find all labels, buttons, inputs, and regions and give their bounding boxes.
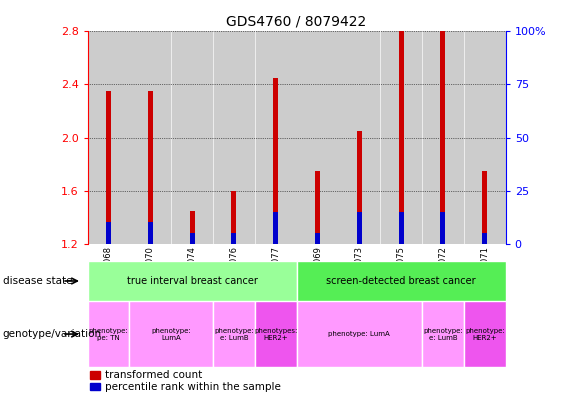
Bar bbox=[357, 131, 362, 244]
Text: disease state: disease state bbox=[3, 276, 72, 286]
Bar bbox=[88, 261, 297, 301]
Bar bbox=[88, 301, 129, 367]
Bar bbox=[273, 212, 278, 244]
Bar bbox=[315, 171, 320, 244]
Text: phenotypes:
HER2+: phenotypes: HER2+ bbox=[254, 327, 297, 341]
Bar bbox=[297, 31, 338, 244]
Bar bbox=[232, 191, 236, 244]
Bar bbox=[297, 261, 506, 301]
Text: genotype/variation: genotype/variation bbox=[3, 329, 102, 339]
Text: screen-detected breast cancer: screen-detected breast cancer bbox=[327, 276, 476, 286]
Text: true interval breast cancer: true interval breast cancer bbox=[127, 276, 258, 286]
Bar bbox=[190, 211, 194, 244]
Bar bbox=[315, 233, 320, 244]
Bar bbox=[422, 301, 464, 367]
Bar bbox=[190, 233, 194, 244]
Bar bbox=[90, 383, 101, 391]
Bar bbox=[357, 212, 362, 244]
Text: phenotype:
LumA: phenotype: LumA bbox=[151, 327, 191, 341]
Bar bbox=[255, 301, 297, 367]
Bar bbox=[423, 31, 463, 244]
Bar bbox=[381, 31, 421, 244]
Bar bbox=[399, 31, 403, 244]
Bar bbox=[441, 31, 445, 244]
Bar bbox=[106, 222, 111, 244]
Bar bbox=[130, 31, 171, 244]
Bar bbox=[441, 212, 445, 244]
Bar bbox=[106, 91, 111, 244]
Text: phenotype:
pe: TN: phenotype: pe: TN bbox=[89, 327, 128, 341]
Bar bbox=[483, 233, 487, 244]
Bar bbox=[88, 31, 129, 244]
Bar bbox=[172, 31, 212, 244]
Bar bbox=[297, 301, 422, 367]
Text: percentile rank within the sample: percentile rank within the sample bbox=[105, 382, 280, 391]
Bar bbox=[273, 78, 278, 244]
Bar bbox=[464, 31, 505, 244]
Text: phenotype: LumA: phenotype: LumA bbox=[328, 331, 390, 337]
Title: GDS4760 / 8079422: GDS4760 / 8079422 bbox=[227, 15, 367, 29]
Bar bbox=[255, 31, 296, 244]
Bar bbox=[464, 301, 506, 367]
Bar bbox=[129, 301, 213, 367]
Bar bbox=[339, 31, 380, 244]
Text: phenotype:
HER2+: phenotype: HER2+ bbox=[465, 327, 505, 341]
Text: transformed count: transformed count bbox=[105, 370, 202, 380]
Bar bbox=[213, 301, 255, 367]
Bar bbox=[148, 91, 153, 244]
Text: phenotype:
e: LumB: phenotype: e: LumB bbox=[423, 327, 463, 341]
Bar bbox=[399, 212, 403, 244]
Bar bbox=[232, 233, 236, 244]
Bar bbox=[483, 171, 487, 244]
Bar bbox=[148, 222, 153, 244]
Bar bbox=[90, 371, 101, 379]
Text: phenotype:
e: LumB: phenotype: e: LumB bbox=[214, 327, 254, 341]
Bar bbox=[214, 31, 254, 244]
